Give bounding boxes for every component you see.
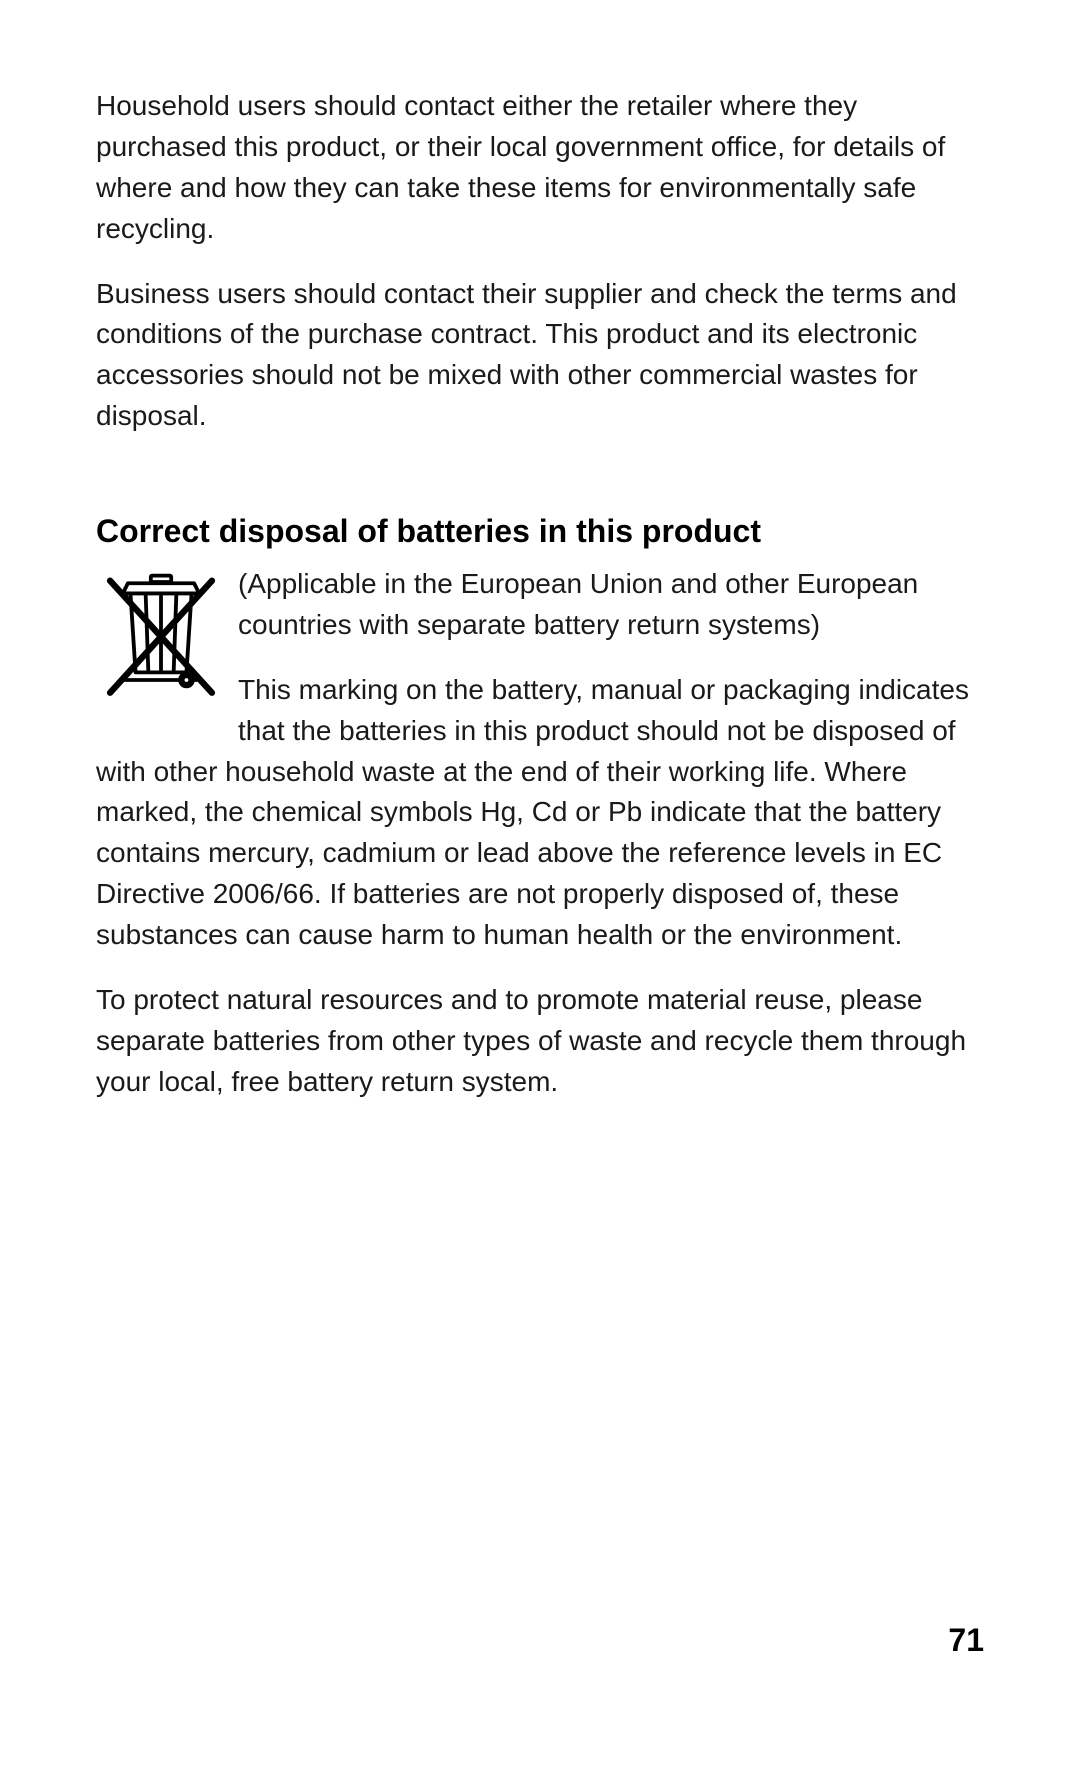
paragraph-applicable-eu: (Applicable in the European Union and ot… [96,564,984,646]
section-heading-battery-disposal: Correct disposal of batteries in this pr… [96,513,984,550]
battery-disposal-section: (Applicable in the European Union and ot… [96,564,984,1127]
page-number: 71 [948,1622,984,1659]
paragraph-protect-resources: To protect natural resources and to prom… [96,980,984,1103]
paragraph-marking-battery: This marking on the battery, manual or p… [96,670,984,956]
paragraph-household-users: Household users should contact either th… [96,86,984,250]
paragraph-business-users: Business users should contact their supp… [96,274,984,438]
crossed-out-wheelie-bin-icon [96,568,226,708]
document-page: Household users should contact either th… [0,0,1080,1771]
